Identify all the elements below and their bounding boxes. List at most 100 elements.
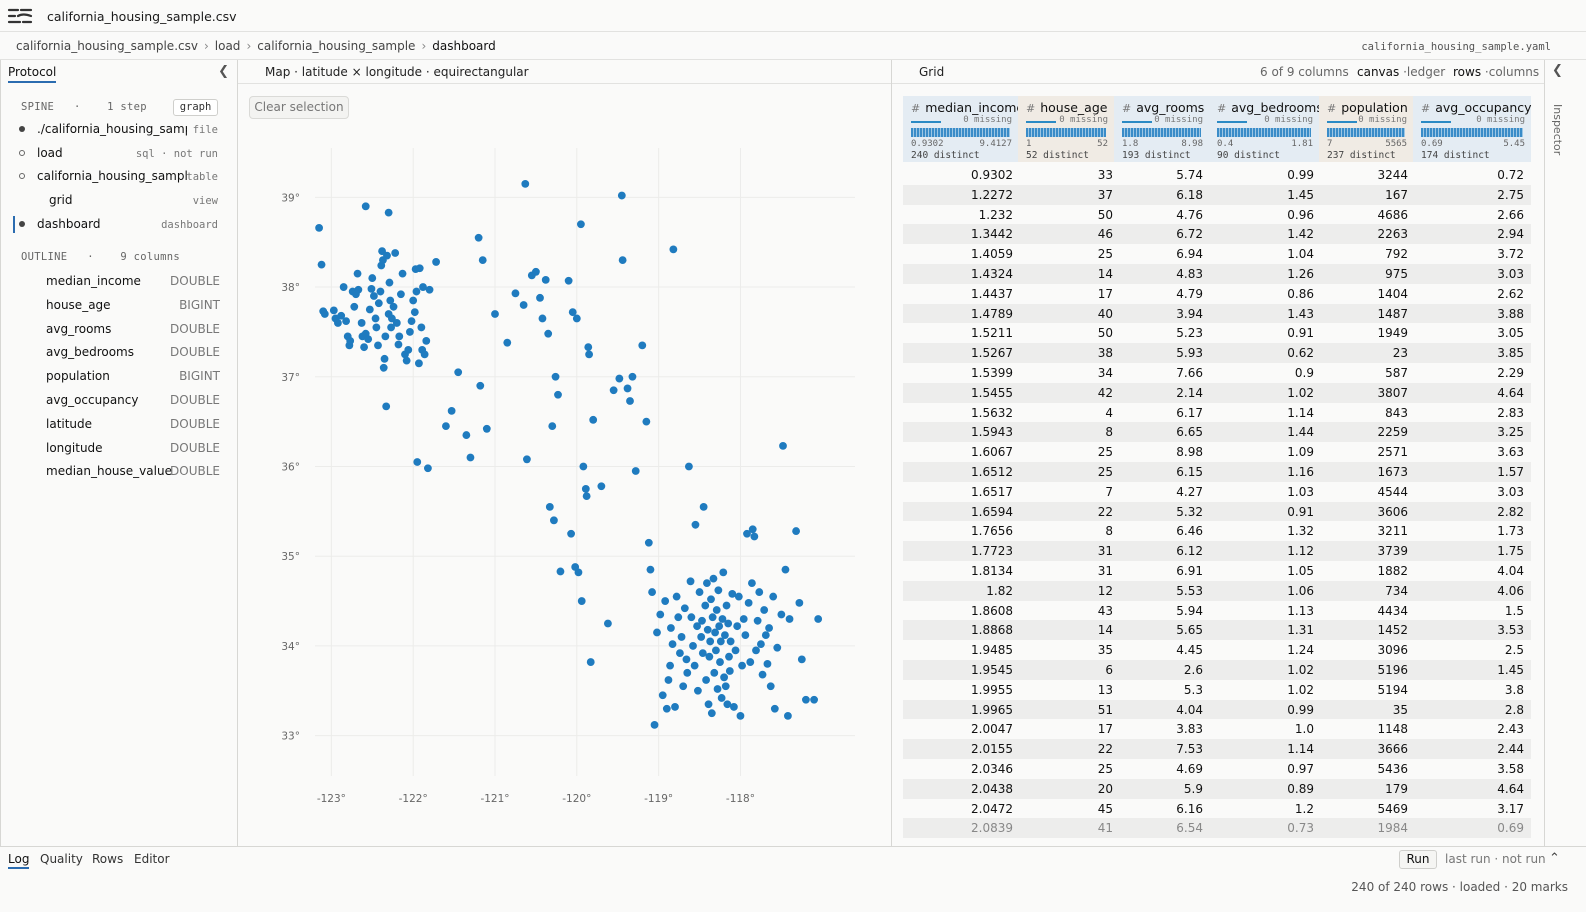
- scatter-point[interactable]: [609, 386, 618, 395]
- scatter-point[interactable]: [397, 290, 405, 299]
- scatter-point[interactable]: [714, 586, 723, 595]
- scatter-point[interactable]: [346, 336, 355, 345]
- scatter-point[interactable]: [785, 615, 794, 623]
- table-row[interactable]: 1.5399 34 7.66 0.9 587 2.29: [903, 363, 1531, 383]
- scatter-point[interactable]: [773, 643, 782, 652]
- toggle-rows[interactable]: rows: [1453, 65, 1482, 79]
- scatter-point[interactable]: [676, 649, 684, 657]
- scatter-point[interactable]: [374, 341, 382, 350]
- scatter-point[interactable]: [406, 328, 414, 336]
- scatter-point[interactable]: [642, 417, 651, 426]
- outline-item[interactable]: house_age BIGINT: [46, 298, 221, 318]
- scatter-point[interactable]: [638, 341, 647, 350]
- scatter-point[interactable]: [371, 314, 380, 323]
- scatter-point[interactable]: [701, 601, 710, 610]
- table-row[interactable]: 1.7723 31 6.12 1.12 3739 1.75: [903, 541, 1531, 561]
- outline-item[interactable]: latitude DOUBLE: [46, 417, 221, 437]
- scatter-point[interactable]: [350, 302, 359, 311]
- scatter-point[interactable]: [361, 202, 370, 211]
- scatter-point[interactable]: [721, 682, 730, 691]
- scatter-point[interactable]: [733, 622, 742, 631]
- scatter-point[interactable]: [368, 274, 377, 282]
- scatter-point[interactable]: [730, 703, 738, 711]
- scatter-point[interactable]: [699, 502, 708, 511]
- scatter-point[interactable]: [425, 285, 434, 294]
- table-row[interactable]: 2.0346 25 4.69 0.97 5436 3.58: [903, 759, 1531, 779]
- scatter-point[interactable]: [554, 390, 562, 399]
- outline-item[interactable]: avg_rooms DOUBLE: [46, 322, 221, 342]
- scatter-point[interactable]: [707, 709, 716, 718]
- scatter-point[interactable]: [536, 293, 544, 302]
- scatter-point[interactable]: [758, 670, 767, 679]
- outline-item[interactable]: median_house_value DOUBLE: [46, 464, 221, 484]
- scatter-point[interactable]: [709, 574, 718, 583]
- scatter-point[interactable]: [334, 319, 342, 327]
- scatter-point[interactable]: [781, 565, 790, 574]
- table-row[interactable]: 1.5455 42 2.14 1.02 3807 4.64: [903, 382, 1531, 403]
- scatter-point[interactable]: [662, 704, 671, 713]
- scatter-point[interactable]: [797, 655, 806, 664]
- scatter-point[interactable]: [604, 619, 612, 628]
- scatter-point[interactable]: [750, 532, 759, 541]
- scatter-point[interactable]: [705, 652, 714, 661]
- scatter-point[interactable]: [532, 267, 540, 276]
- scatter-point[interactable]: [763, 659, 772, 668]
- scatter-point[interactable]: [761, 631, 770, 640]
- scatter-point[interactable]: [725, 652, 733, 661]
- scatter-point[interactable]: [550, 516, 558, 525]
- scatter-point[interactable]: [682, 655, 691, 664]
- scatter-point[interactable]: [723, 700, 732, 709]
- scatter-point[interactable]: [584, 343, 593, 352]
- table-row[interactable]: 1.5211 50 5.23 0.91 1949 3.05: [903, 323, 1531, 343]
- scatter-point[interactable]: [711, 628, 719, 637]
- scatter-point[interactable]: [736, 711, 745, 720]
- scatter-point[interactable]: [387, 323, 395, 332]
- clear-selection-button[interactable]: Clear selection: [249, 96, 349, 119]
- tab-rows[interactable]: Rows: [92, 852, 124, 866]
- scatter-point[interactable]: [810, 695, 818, 704]
- table-row[interactable]: 1.3442 46 6.72 1.42 2263 2.94: [903, 224, 1531, 245]
- scatter-point[interactable]: [648, 588, 656, 596]
- scatter-point[interactable]: [556, 567, 565, 576]
- scatter-point[interactable]: [734, 592, 743, 601]
- scatter-point[interactable]: [748, 579, 756, 588]
- run-button[interactable]: Run: [1399, 850, 1437, 869]
- scatter-point[interactable]: [491, 310, 499, 318]
- chevron-left-icon[interactable]: ❮: [218, 64, 229, 79]
- column-header[interactable]: # avg_rooms 0 missing 1.8 8.98 193 distinct: [1114, 96, 1209, 162]
- scatter-point[interactable]: [365, 305, 374, 314]
- scatter-point[interactable]: [671, 703, 679, 711]
- table-row[interactable]: 1.4324 14 4.83 1.26 975 3.03: [903, 264, 1531, 284]
- table-row[interactable]: 2.0047 17 3.83 1.0 1148 2.43: [903, 719, 1531, 739]
- scatter-point[interactable]: [545, 502, 554, 511]
- scatter-point[interactable]: [650, 720, 659, 729]
- scatter-point[interactable]: [447, 406, 456, 415]
- scatter-point[interactable]: [743, 529, 751, 538]
- scatter-point[interactable]: [706, 637, 715, 646]
- scatter-point[interactable]: [548, 422, 557, 431]
- toggle-canvas[interactable]: canvas: [1357, 65, 1400, 79]
- table-row[interactable]: 1.82 12 5.53 1.06 734 4.06: [903, 580, 1531, 601]
- scatter-point[interactable]: [415, 264, 424, 273]
- scatter-point[interactable]: [384, 208, 393, 217]
- scatter-point[interactable]: [337, 311, 346, 320]
- table-row[interactable]: 2.0438 20 5.9 0.89 179 4.64: [903, 778, 1531, 799]
- scatter-point[interactable]: [693, 622, 701, 631]
- spine-item[interactable]: load sql · not run: [13, 145, 223, 165]
- scatter-point[interactable]: [567, 529, 575, 538]
- table-row[interactable]: 1.6594 22 5.32 0.91 3606 2.82: [903, 501, 1531, 522]
- scatter-point[interactable]: [802, 695, 810, 704]
- scatter-point[interactable]: [697, 633, 706, 641]
- scatter-point[interactable]: [394, 340, 403, 349]
- table-row[interactable]: 1.6512 25 6.15 1.16 1673 1.57: [903, 462, 1531, 482]
- toggle-columns[interactable]: columns: [1488, 65, 1540, 79]
- scatter-point[interactable]: [687, 613, 696, 622]
- scatter-point[interactable]: [476, 381, 485, 390]
- inspector-rail[interactable]: ❮ Inspector: [1544, 60, 1568, 846]
- scatter-point[interactable]: [391, 249, 400, 257]
- scatter-point[interactable]: [738, 661, 746, 670]
- scatter-point[interactable]: [708, 613, 717, 622]
- table-row[interactable]: 1.7656 8 6.46 1.32 3211 1.73: [903, 521, 1531, 541]
- outline-item[interactable]: median_income DOUBLE: [46, 274, 221, 294]
- scatter-point[interactable]: [618, 256, 627, 265]
